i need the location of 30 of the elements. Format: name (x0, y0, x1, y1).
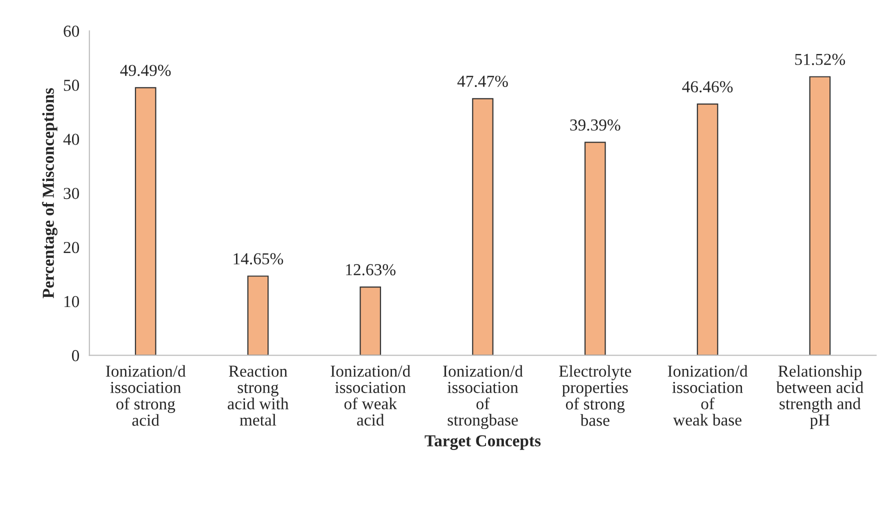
y-tick-label: 10 (64, 296, 80, 308)
bar (360, 286, 382, 356)
y-axis-title: Percentage of Misconceptions (42, 88, 58, 298)
y-tick-label: 20 (64, 242, 80, 254)
x-tick-label: Ionization/d issociation of weak acid (330, 365, 410, 426)
y-tick-label: 40 (63, 134, 80, 145)
bar (809, 76, 831, 356)
data-label: 46.46% (682, 81, 733, 92)
bar (134, 87, 156, 356)
y-tick-label: 50 (64, 80, 80, 91)
y-tick-label: 30 (64, 188, 80, 200)
x-tick-label: Ionization/d issociation of strong acid (106, 365, 186, 426)
bar (247, 276, 269, 356)
data-label: 39.39% (570, 119, 620, 131)
x-tick-label: Ionization/d issociation of strongbase (443, 365, 523, 430)
x-tick-label: Electrolyte properties of strong base (559, 365, 632, 426)
data-label: 49.49% (120, 64, 171, 76)
data-label: 51.52% (795, 54, 846, 66)
bar (472, 98, 494, 356)
data-label: 12.63% (346, 264, 396, 276)
x-tick-label: Ionization/d issociation of weak base (668, 365, 748, 426)
x-tick-label: Reaction strong acid with metal (228, 366, 289, 426)
data-label: 47.47% (457, 76, 508, 88)
x-tick-label: Relationship between acid strength and pH (776, 365, 864, 430)
y-tick-label: 0 (72, 350, 80, 362)
bar (696, 104, 718, 356)
bar (584, 142, 606, 356)
data-label: 14.65% (234, 253, 284, 264)
x-axis-title: Target Concepts (424, 435, 541, 450)
y-tick-label: 60 (64, 26, 80, 37)
